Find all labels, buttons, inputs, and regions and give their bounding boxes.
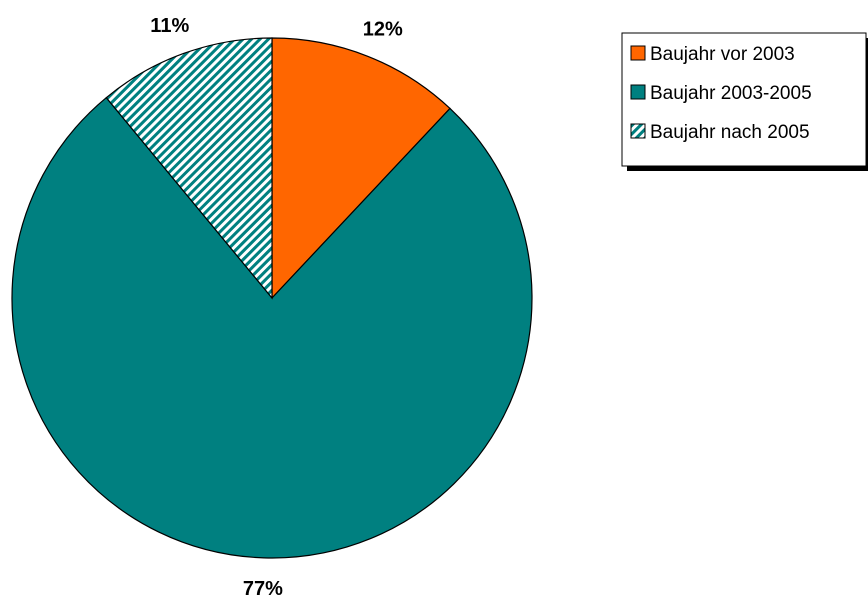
pie-slice-1: [271, 37, 451, 300]
pie-slices: [11, 37, 533, 559]
data-label-2: 77%: [243, 578, 283, 599]
pie-slice-3: [105, 37, 273, 300]
legend-swatch-1: [630, 45, 646, 61]
pie-slice-2: [11, 96, 533, 559]
legend-label-2: Baujahr 2003-2005: [650, 83, 812, 104]
pie-data-labels: 12% 77% 11%: [150, 15, 403, 599]
legend-label-3: Baujahr nach 2005: [650, 122, 810, 143]
legend-swatch-2: [630, 84, 646, 100]
legend-label-1: Baujahr vor 2003: [650, 44, 795, 65]
legend-swatch-3: [630, 123, 646, 139]
data-label-1: 12%: [363, 18, 403, 40]
legend: Baujahr vor 2003 Baujahr 2003-2005 Baujahr…: [621, 32, 868, 171]
legend-box: [621, 32, 867, 167]
data-label-3: 11%: [150, 15, 189, 37]
